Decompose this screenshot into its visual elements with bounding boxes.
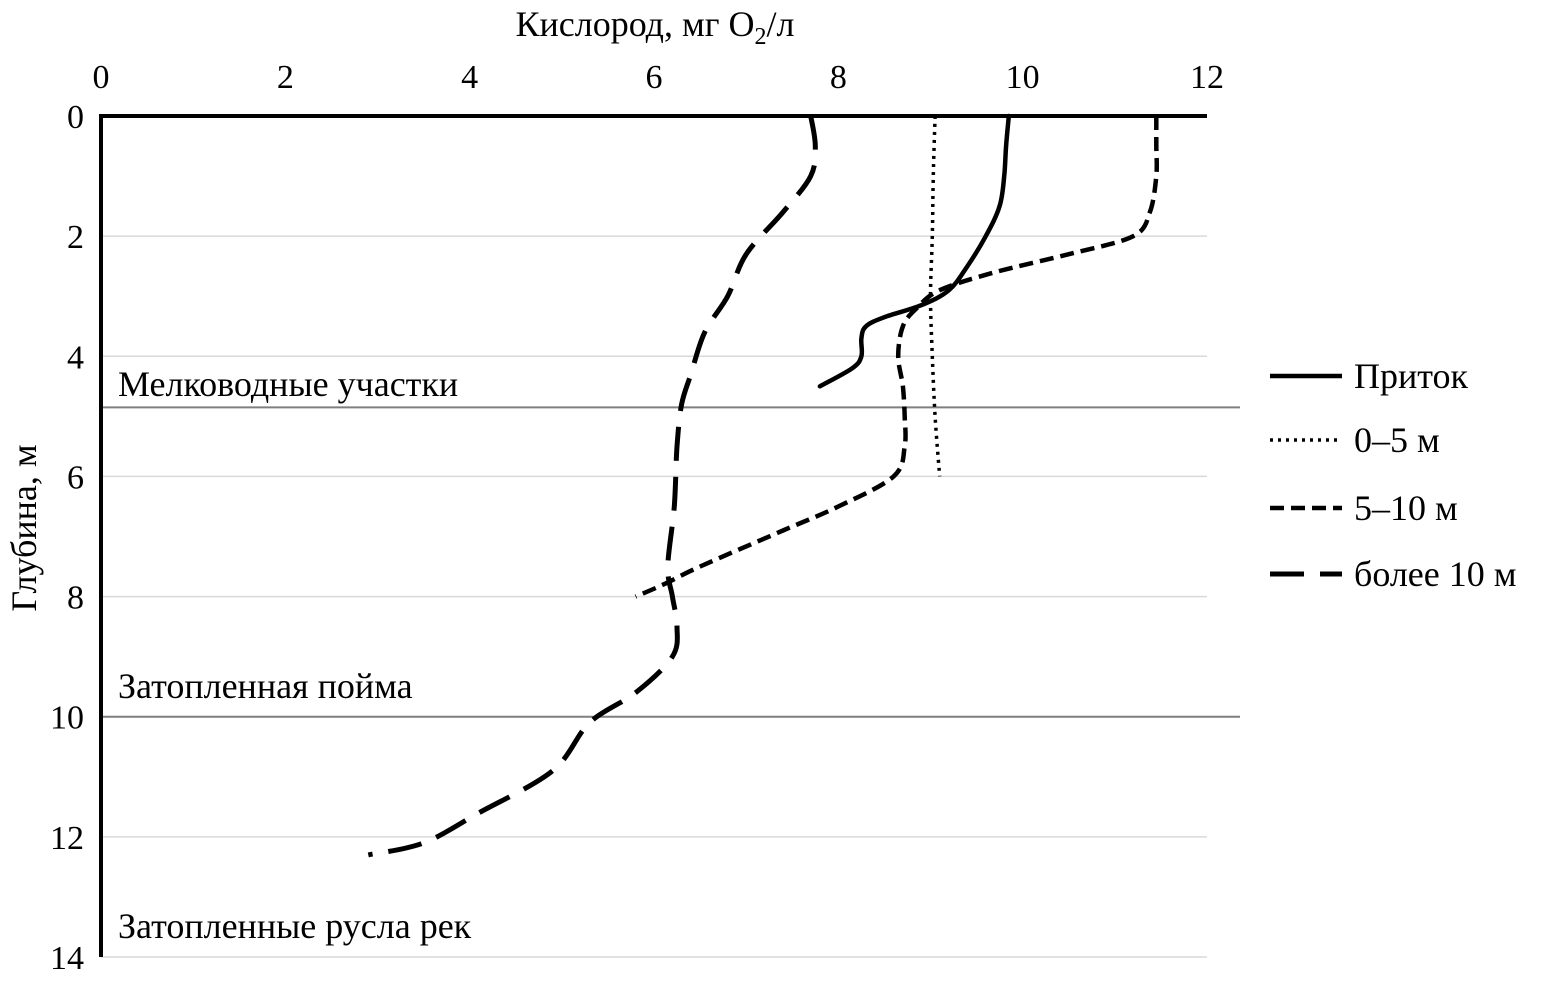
y-tick-label: 2 [67, 219, 84, 256]
y-tick-label: 6 [67, 459, 84, 496]
x-tick-label: 8 [830, 59, 847, 96]
zone-labels: Мелководные участки Затопленная пойма За… [118, 364, 472, 946]
x-tick-label: 10 [1006, 59, 1040, 96]
x-tick-label: 2 [277, 59, 294, 96]
y-tick-label: 0 [67, 99, 84, 136]
axes [99, 114, 1207, 957]
legend-label-1: 0–5 м [1354, 420, 1440, 460]
legend: Приток 0–5 м 5–10 м более 10 м [1270, 356, 1517, 594]
tick-labels: 0 2 4 6 8 10 12 0 2 4 6 8 10 12 14 [50, 59, 1224, 977]
x-tick-label: 12 [1190, 59, 1224, 96]
x-axis-title: Кислород, мг O2/л [515, 4, 794, 50]
series-line-0 [817, 113, 1012, 389]
zone-boundaries [101, 406, 1240, 718]
x-axis-title-suffix: /л [767, 4, 795, 44]
y-axis-title: Глубина, м [4, 444, 44, 611]
x-axis-title-subscript: 2 [755, 24, 767, 50]
y-tick-label: 4 [67, 339, 84, 376]
series-line-2 [634, 116, 1160, 599]
y-tick-label: 14 [50, 940, 84, 977]
x-tick-label: 4 [461, 59, 478, 96]
x-tick-label: 6 [646, 59, 663, 96]
legend-label-0: Приток [1354, 356, 1469, 396]
y-tick-label: 12 [50, 820, 84, 857]
series-line-3 [367, 115, 818, 858]
x-tick-label: 0 [93, 59, 110, 96]
y-tick-label: 10 [50, 700, 84, 737]
x-axis-title-main: Кислород, мг O [515, 4, 754, 44]
y-tick-label: 8 [67, 580, 84, 617]
legend-label-3: более 10 м [1354, 554, 1517, 594]
legend-label-2: 5–10 м [1354, 488, 1458, 528]
zone-label-riverbeds: Затопленные русла рек [118, 906, 472, 946]
zone-label-floodplain: Затопленная пойма [118, 666, 413, 706]
data-series [367, 113, 1160, 858]
grid-lines [101, 235, 1207, 958]
zone-label-shallow: Мелководные участки [118, 364, 458, 404]
